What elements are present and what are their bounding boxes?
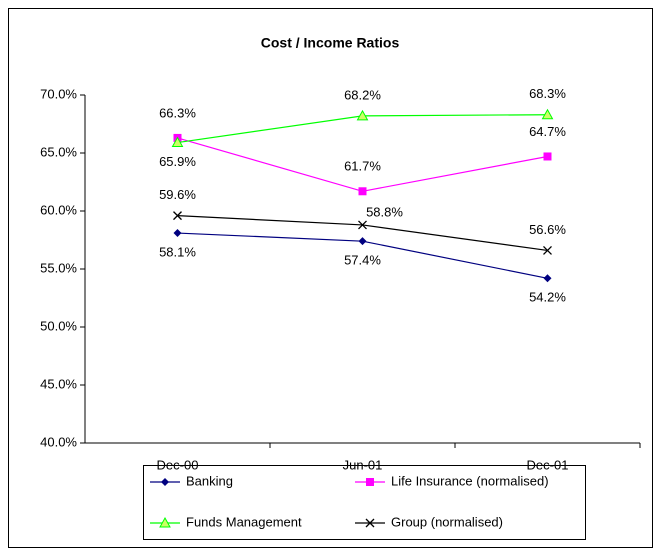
marker bbox=[358, 237, 367, 246]
data-label: 58.8% bbox=[366, 204, 403, 219]
data-label: 61.7% bbox=[344, 159, 381, 174]
data-label: 57.4% bbox=[344, 253, 381, 268]
data-label: 64.7% bbox=[529, 124, 566, 139]
legend bbox=[143, 465, 586, 540]
y-tick-label: 45.0% bbox=[40, 376, 77, 391]
marker bbox=[541, 108, 554, 120]
marker bbox=[543, 274, 552, 283]
data-label: 54.2% bbox=[529, 290, 566, 305]
marker bbox=[171, 136, 184, 148]
chart-title: Cost / Income Ratios bbox=[261, 35, 400, 51]
legend-label: Banking bbox=[186, 473, 233, 488]
y-tick-label: 65.0% bbox=[40, 144, 77, 159]
data-label: 65.9% bbox=[159, 154, 196, 169]
marker bbox=[358, 187, 367, 196]
y-tick-label: 70.0% bbox=[40, 86, 77, 101]
marker bbox=[365, 518, 375, 528]
marker bbox=[161, 478, 169, 486]
marker bbox=[543, 152, 552, 161]
data-label: 58.1% bbox=[159, 244, 196, 259]
legend-label: Group (normalised) bbox=[391, 514, 503, 529]
marker bbox=[356, 109, 369, 121]
data-label: 56.6% bbox=[529, 222, 566, 237]
x-tick-label: Dec-01 bbox=[527, 457, 569, 472]
marker bbox=[358, 220, 367, 230]
marker bbox=[159, 516, 171, 528]
marker bbox=[543, 245, 552, 255]
y-tick-label: 50.0% bbox=[40, 318, 77, 333]
y-tick-label: 60.0% bbox=[40, 202, 77, 217]
data-label: 68.2% bbox=[344, 87, 381, 102]
marker bbox=[173, 211, 182, 221]
marker bbox=[366, 478, 374, 486]
y-tick-label: 40.0% bbox=[40, 434, 77, 449]
x-tick-label: Dec-00 bbox=[157, 457, 199, 472]
x-tick-label: Jun-01 bbox=[343, 457, 383, 472]
y-tick-label: 55.0% bbox=[40, 260, 77, 275]
legend-label: Life Insurance (normalised) bbox=[391, 473, 549, 488]
data-label: 59.6% bbox=[159, 187, 196, 202]
marker bbox=[173, 229, 182, 238]
data-label: 66.3% bbox=[159, 105, 196, 120]
data-label: 68.3% bbox=[529, 86, 566, 101]
legend-label: Funds Management bbox=[186, 514, 302, 529]
